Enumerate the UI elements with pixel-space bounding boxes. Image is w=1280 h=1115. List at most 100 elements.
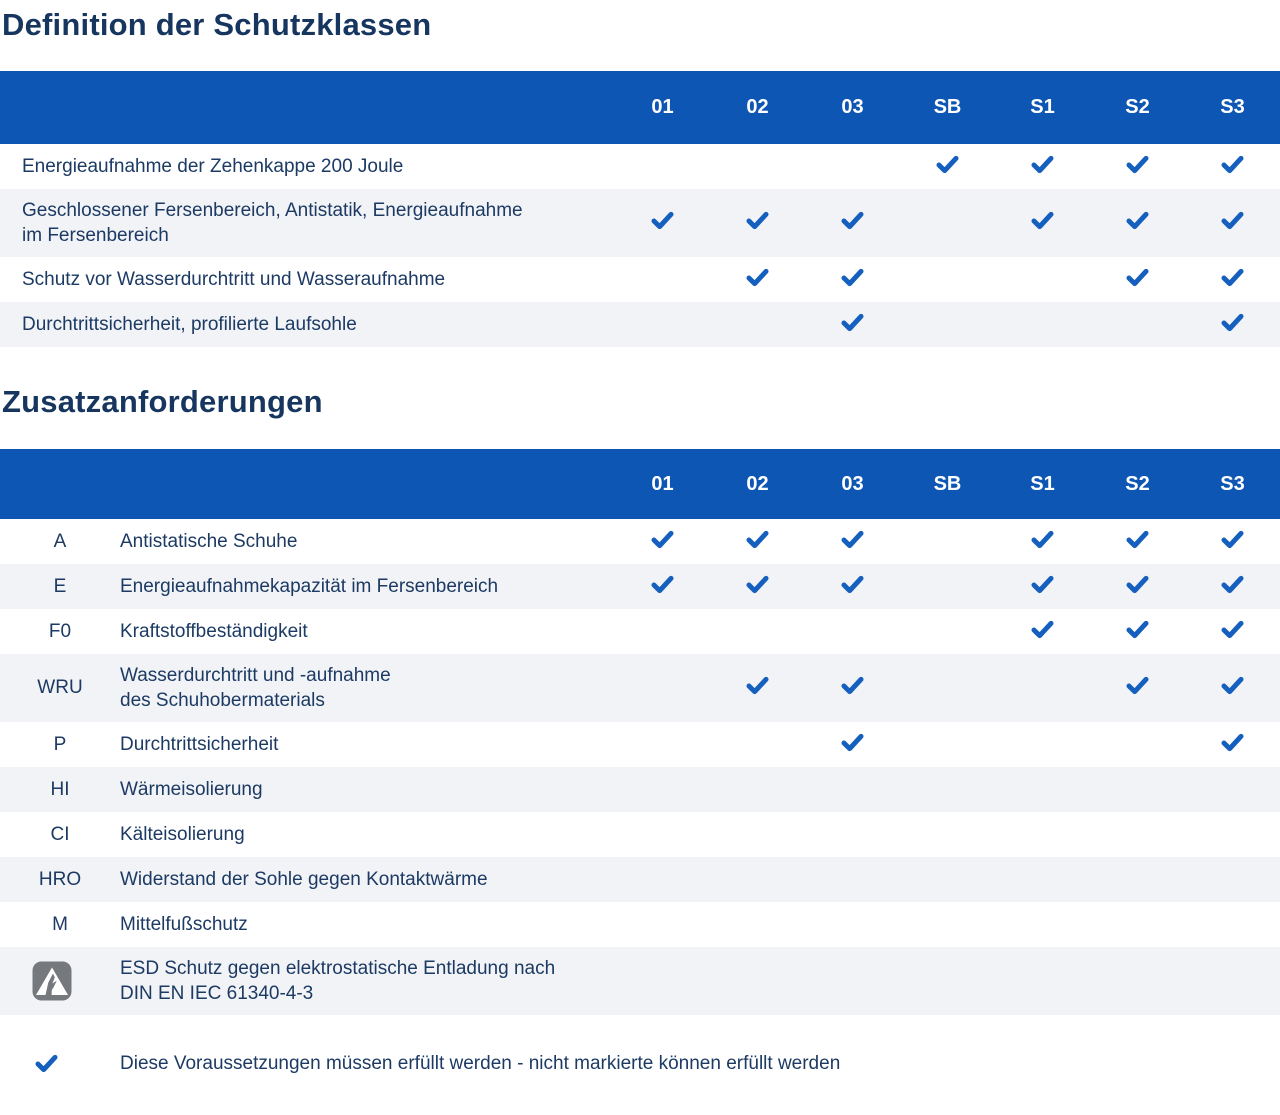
check-cell-01 <box>615 519 710 564</box>
empty-cell-S3 <box>1185 767 1280 812</box>
check-cell-S2 <box>1090 654 1185 722</box>
empty-cell-S1 <box>995 947 1090 1015</box>
check-cell-SB <box>900 144 995 189</box>
empty-cell-S2 <box>1090 857 1185 902</box>
empty-cell-S1 <box>995 767 1090 812</box>
row-label: Schutz vor Wasserdurchtritt und Wasserau… <box>22 269 446 290</box>
empty-cell-01 <box>615 609 710 654</box>
column-header-SB: SB <box>933 472 962 495</box>
column-header-02: 02 <box>746 472 769 495</box>
empty-cell-SB <box>900 947 995 1015</box>
empty-cell-S2 <box>1090 302 1185 347</box>
schutzklassen-table: 01 02 03 SB S1 S2 S3 Energieaufnahme der Zehen… <box>0 71 1280 347</box>
empty-cell-SB <box>900 654 995 722</box>
empty-cell-S1 <box>995 902 1090 947</box>
row-label: Energieaufnahmekapazität im Fersenbereic… <box>120 576 499 597</box>
column-header-03: 03 <box>841 96 864 118</box>
table-row: Durchtrittsicherheit, profilierte Laufso… <box>0 302 1280 347</box>
empty-cell-SB <box>900 609 995 654</box>
check-icon <box>746 268 769 292</box>
check-cell-S3 <box>1185 144 1280 189</box>
table-row: CI Kälteisolierung <box>0 812 1280 857</box>
check-icon <box>841 676 864 700</box>
empty-cell-01 <box>615 767 710 812</box>
empty-cell-SB <box>900 902 995 947</box>
check-icon <box>1221 268 1244 292</box>
check-cell-03 <box>805 519 900 564</box>
row-label: Durchtrittsicherheit <box>120 734 279 755</box>
empty-cell-02 <box>710 857 805 902</box>
empty-cell-01 <box>615 144 710 189</box>
check-icon <box>651 530 674 554</box>
empty-cell-03 <box>805 144 900 189</box>
section1-title: Definition der Schutzklassen <box>2 7 432 42</box>
check-cell-S2 <box>1090 564 1185 609</box>
check-cell-S3 <box>1185 302 1280 347</box>
table-row: E Energieaufnahmekapazität im Fersenberei… <box>0 564 1280 609</box>
schutzklassen-header-row: 01 02 03 SB S1 S2 S3 <box>0 71 1280 144</box>
row-code: HRO <box>38 868 82 890</box>
empty-cell-S1 <box>995 302 1090 347</box>
check-cell-02 <box>710 519 805 564</box>
check-cell-S2 <box>1090 189 1185 257</box>
row-label: ESD Schutz gegen elektrostatische Entlad… <box>120 958 556 1004</box>
check-icon <box>841 268 864 292</box>
check-cell-03 <box>805 257 900 302</box>
check-icon <box>1126 575 1149 599</box>
empty-cell-01 <box>615 722 710 767</box>
check-cell-S3 <box>1185 189 1280 257</box>
empty-cell-02 <box>710 144 805 189</box>
row-label: Kraftstoffbeständigkeit <box>120 621 308 642</box>
empty-cell-02 <box>710 722 805 767</box>
check-icon <box>1126 620 1149 644</box>
column-header-03: 03 <box>841 472 864 495</box>
check-icon <box>1126 155 1149 179</box>
check-icon <box>841 211 864 235</box>
table-row: ESD Schutz gegen elektrostatische Entlad… <box>0 947 1280 1015</box>
empty-cell-S2 <box>1090 767 1185 812</box>
legend: Diese Voraussetzungen müssen erfüllt wer… <box>0 1051 1280 1076</box>
esd-icon <box>0 961 120 1001</box>
column-header-01: 01 <box>651 96 674 118</box>
check-cell-03 <box>805 189 900 257</box>
check-icon <box>1126 530 1149 554</box>
check-cell-S2 <box>1090 144 1185 189</box>
check-icon <box>1221 155 1244 179</box>
empty-cell-02 <box>710 609 805 654</box>
check-cell-02 <box>710 257 805 302</box>
row-code: F0 <box>48 620 72 642</box>
empty-cell-01 <box>615 857 710 902</box>
check-icon <box>0 1054 92 1073</box>
empty-cell-S3 <box>1185 812 1280 857</box>
zusatzanforderungen-header-row: 01 02 03 SB S1 S2 S3 <box>0 449 1280 519</box>
empty-cell-SB <box>900 722 995 767</box>
row-label: Antistatische Schuhe <box>120 531 298 552</box>
row-label: Geschlossener Fersenbereich, Antistatik,… <box>22 200 523 246</box>
check-icon <box>1031 620 1054 644</box>
column-header-S3: S3 <box>1220 96 1245 118</box>
empty-cell-01 <box>615 812 710 857</box>
row-label: Energieaufnahme der Zehenkappe 200 Joule <box>22 156 404 177</box>
table-row: M Mittelfußschutz <box>0 902 1280 947</box>
check-cell-02 <box>710 564 805 609</box>
zusatzanforderungen-body: A Antistatische Schuhe E Energieaufnahmekap… <box>0 519 1280 1015</box>
check-cell-03 <box>805 302 900 347</box>
column-header-S1: S1 <box>1030 96 1055 118</box>
check-cell-S1 <box>995 189 1090 257</box>
check-cell-S3 <box>1185 609 1280 654</box>
empty-cell-SB <box>900 257 995 302</box>
check-cell-S3 <box>1185 722 1280 767</box>
empty-cell-S2 <box>1090 902 1185 947</box>
check-icon <box>1221 733 1244 757</box>
row-label: Widerstand der Sohle gegen Kontaktwärme <box>120 869 488 890</box>
check-cell-S3 <box>1185 519 1280 564</box>
row-label: Mittelfußschutz <box>120 914 248 935</box>
check-icon <box>1031 211 1054 235</box>
empty-cell-SB <box>900 857 995 902</box>
empty-cell-03 <box>805 812 900 857</box>
empty-cell-S2 <box>1090 722 1185 767</box>
check-icon <box>841 733 864 757</box>
check-icon <box>841 313 864 337</box>
row-code: CI <box>50 823 70 845</box>
check-icon <box>746 530 769 554</box>
